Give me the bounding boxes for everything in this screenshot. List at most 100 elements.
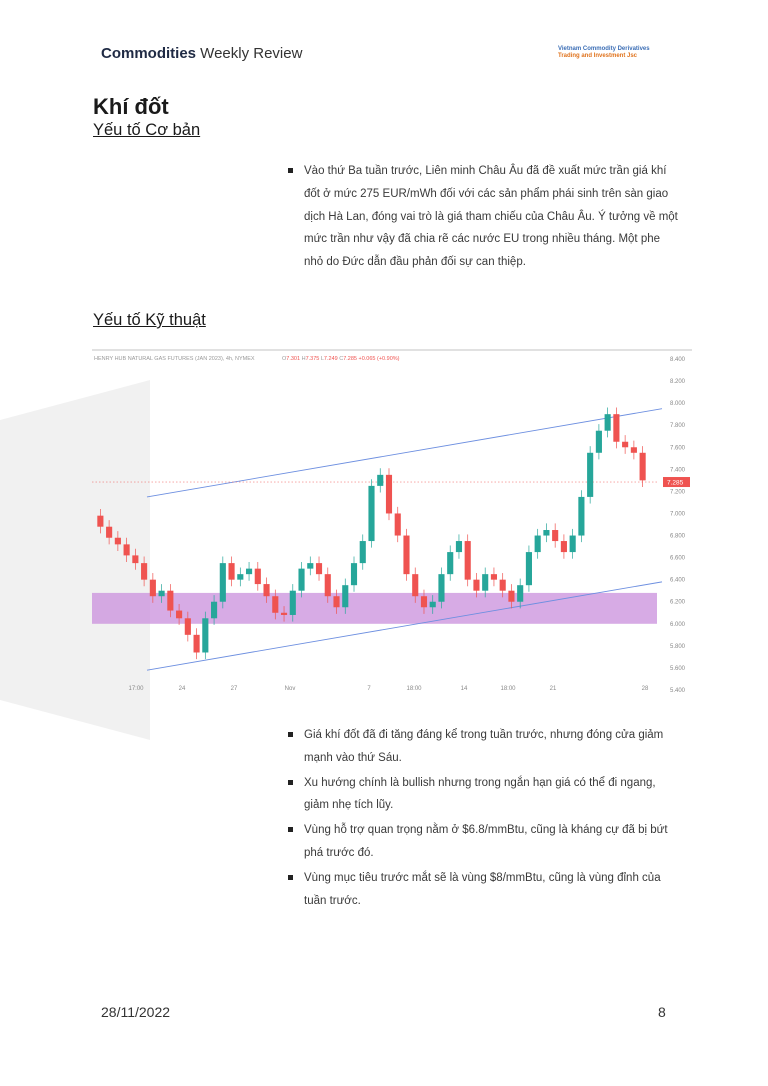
logo-line1: Vietnam Commodity Derivatives: [558, 46, 650, 52]
bullet-marker: [288, 827, 293, 833]
technical-bullet: Vùng mục tiêu trước mắt sẽ là vùng $8/mm…: [288, 867, 680, 913]
candle-body: [604, 414, 611, 431]
bullet-marker: [288, 874, 293, 880]
channel-upper-line: [146, 408, 663, 498]
candle-body: [525, 552, 532, 586]
candle-body: [543, 530, 550, 536]
candle-body: [464, 541, 471, 580]
candle-body: [578, 496, 585, 536]
candle-body: [429, 601, 436, 608]
last-price-tag: [663, 477, 690, 488]
x-tick-label: 14: [461, 686, 468, 692]
y-tick-label: 8.400: [670, 357, 686, 363]
candle-body: [263, 584, 270, 597]
x-tick-label: 27: [231, 686, 238, 692]
candle-body: [499, 579, 506, 591]
report-header: Commodities Weekly Review: [101, 45, 302, 62]
candle-body: [455, 541, 463, 553]
page-title: Khí đốt: [93, 94, 169, 119]
y-tick-label: 6.200: [670, 600, 686, 606]
candle-body: [587, 452, 594, 497]
candle-body: [193, 634, 200, 653]
candle-body: [342, 585, 349, 608]
x-tick-label: 7: [367, 686, 371, 692]
candle-body: [176, 610, 183, 619]
y-tick-label: 8.200: [670, 379, 686, 385]
x-tick-label: 21: [550, 686, 557, 692]
y-tick-label: 5.400: [670, 688, 686, 693]
y-tick-label: 5.600: [670, 666, 686, 672]
candle-body: [412, 574, 419, 597]
candle-body: [228, 563, 235, 580]
page-number: 8: [658, 1004, 666, 1020]
y-tick-label: 6.600: [670, 556, 686, 562]
candle-body: [508, 590, 515, 602]
candle-body: [447, 552, 454, 575]
technical-text: Vùng mục tiêu trước mắt sẽ là vùng $8/mm…: [304, 871, 661, 907]
candle-body: [315, 563, 323, 575]
ohlc-readout: O7.301 H7.375 L7.249 C7.285 +0.065 (+0.9…: [282, 356, 400, 362]
brand-rest: Weekly Review: [196, 45, 303, 62]
candle-body: [106, 526, 113, 538]
chart-svg: HENRY HUB NATURAL GAS FUTURES (JAN 2023)…: [92, 349, 692, 694]
candle-body: [420, 596, 428, 608]
candle-body: [377, 474, 384, 486]
candle-body: [560, 541, 567, 553]
technical-bullet: Vùng hỗ trợ quan trọng nằm ở $6.8/mmBtu,…: [288, 819, 680, 865]
bullet-marker: [288, 168, 293, 173]
bullet-marker: [288, 779, 293, 785]
candle-body: [490, 574, 498, 580]
company-logo: Vietnam Commodity Derivatives Trading an…: [558, 46, 650, 60]
ohlc-open: 7.301: [286, 356, 300, 362]
candle-body: [368, 485, 375, 542]
y-tick-label: 6.400: [670, 578, 686, 584]
ohlc-low: 7.249: [324, 356, 338, 362]
candle-body: [237, 574, 244, 580]
plot-area: 8.400 8.200 8.000 7.800 7.600 7.400 7.200 7.000…: [92, 349, 692, 694]
y-tick-label: 7.400: [670, 467, 686, 473]
x-tick-label: 24: [179, 686, 186, 692]
x-tick-label: 28: [642, 686, 649, 692]
candle-body: [280, 612, 288, 615]
candle-body: [324, 574, 331, 597]
candle-body: [132, 555, 139, 564]
last-price-label: 7.285: [667, 480, 684, 487]
ohlc-high: 7.375: [306, 356, 320, 362]
candle-body: [184, 618, 191, 635]
brand-bold: Commodities: [101, 45, 197, 62]
candle-body: [438, 574, 445, 602]
candle-body: [211, 601, 218, 619]
candle-body: [272, 596, 279, 613]
candle-body: [202, 618, 209, 653]
candle-body: [595, 430, 602, 453]
candle-body: [307, 563, 314, 569]
candle-body: [289, 590, 296, 615]
candle-body: [613, 414, 620, 442]
y-tick-label: 7.000: [670, 511, 686, 517]
technical-text: Vùng hỗ trợ quan trọng nằm ở $6.8/mmBtu,…: [304, 824, 668, 859]
candle-body: [114, 537, 121, 545]
candle-body: [569, 535, 576, 553]
y-tick-label: 6.800: [670, 534, 686, 540]
candle-body: [385, 474, 393, 514]
candle-body: [298, 568, 305, 591]
y-tick-label: 6.000: [670, 622, 686, 628]
candle-body: [141, 563, 148, 580]
candle-body: [333, 596, 340, 608]
candle-body: [534, 535, 541, 553]
candle-body: [630, 447, 637, 453]
chart-title: HENRY HUB NATURAL GAS FUTURES (JAN 2023)…: [94, 356, 255, 362]
y-tick-label: 8.000: [670, 401, 686, 407]
channel-lower-line: [146, 581, 663, 671]
candle-body: [167, 590, 174, 611]
technical-text: Giá khí đốt đã đi tăng đáng kể trong tuầ…: [304, 729, 664, 764]
candle-body: [552, 530, 559, 542]
candle-body: [639, 452, 646, 481]
footer-date: 28/11/2022: [101, 1004, 171, 1020]
candle-body: [482, 574, 489, 591]
candle-body: [97, 515, 104, 527]
y-tick-label: 7.800: [670, 423, 686, 429]
x-tick-label: 18:00: [500, 686, 516, 692]
y-tick-label: 5.800: [670, 644, 686, 650]
technical-text: Xu hướng chính là bullish nhưng trong ng…: [304, 776, 656, 812]
